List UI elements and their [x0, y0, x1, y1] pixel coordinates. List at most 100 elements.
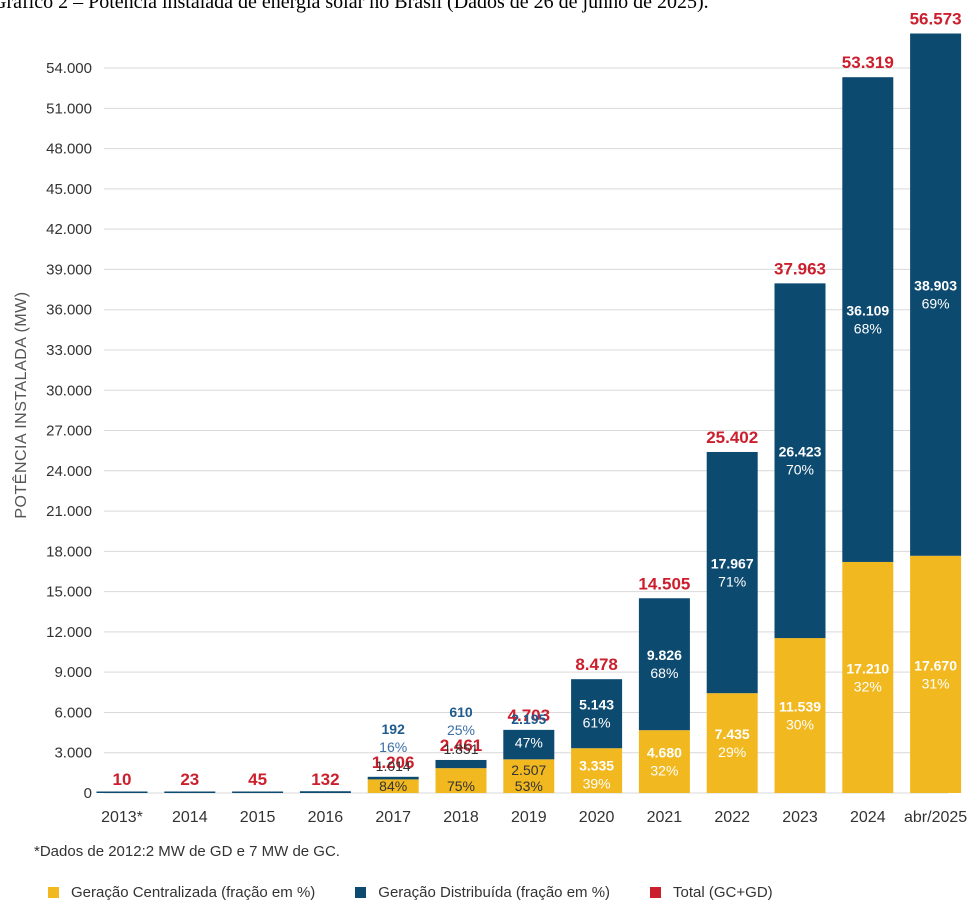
gd-value-label: 2.195 [511, 711, 546, 727]
gc-value-label: 17.670 [914, 657, 957, 673]
legend-swatch-gc [48, 887, 59, 898]
bar-segment-gd [435, 759, 487, 769]
x-tick-label: 2019 [511, 809, 547, 826]
bar-segment-gd [774, 283, 826, 639]
x-tick-label: 2022 [714, 809, 750, 826]
gd-pct-label: 68% [854, 321, 882, 337]
y-axis-ticks: 0 3.000 6.000 9.000 12.000 15.000 18.000 21.000… [46, 60, 92, 802]
total-label: 25.402 [706, 428, 758, 447]
gd-pct-label: 70% [786, 462, 814, 478]
y-tick-label: 48.000 [46, 141, 92, 158]
gc-pct-label: 75% [447, 778, 475, 794]
gc-value-label: 11.539 [779, 699, 821, 715]
bars: 10 23 45 132 1.206 84% 1.014 16% 192 2.461 75% 1.85… [96, 10, 962, 794]
gd-pct-label: 47% [515, 734, 543, 750]
y-tick-label: 30.000 [46, 382, 92, 399]
x-tick-label: 2017 [375, 809, 411, 826]
y-tick-label: 3.000 [54, 745, 92, 762]
chart-title-container: Gráfico 2 – Potência instalada de energi… [0, 0, 971, 13]
bar-segment-gc [638, 730, 690, 793]
y-tick-label: 36.000 [46, 302, 92, 319]
x-tick-label: 2014 [172, 809, 208, 826]
y-tick-label: 51.000 [46, 100, 92, 117]
x-tick-label: 2018 [443, 809, 479, 826]
x-tick-label: 2016 [308, 809, 344, 826]
legend-label-gd: Geração Distribuída (fração em %) [378, 884, 611, 901]
bar-segment-gd [842, 77, 894, 562]
bar-segment-gc [910, 555, 962, 793]
y-tick-label: 15.000 [46, 584, 92, 601]
x-tick-label: 2020 [579, 809, 615, 826]
total-label: 14.505 [638, 574, 690, 593]
legend-item-gc: Geração Centralizada (fração em %) [48, 884, 315, 901]
total-label: 56.573 [910, 10, 962, 29]
y-tick-label: 42.000 [46, 221, 92, 238]
bar-segment-gc [503, 759, 555, 793]
bar-segment-gd [503, 729, 555, 760]
gd-value-label: 9.826 [647, 647, 682, 663]
x-tick-label: 2013* [101, 809, 143, 826]
gd-pct-label: 71% [718, 574, 746, 590]
footnote: *Dados de 2012:2 MW de GD e 7 MW de GC. [34, 843, 340, 860]
gc-value-label: 1.851 [443, 741, 478, 757]
gc-value-label: 17.210 [846, 660, 889, 676]
bar-segment-gc [774, 638, 826, 793]
total-label: 10 [113, 770, 132, 789]
gc-pct-label: 32% [854, 678, 882, 694]
bar-segment-gd [910, 33, 962, 556]
gd-pct-label: 25% [447, 722, 475, 738]
total-label: 4.703 [508, 706, 551, 725]
x-axis-ticks: 2013* 2014 2015 2016 2017 2018 2019 2020 2021 202… [101, 809, 967, 826]
gc-value-label: 3.335 [579, 758, 614, 774]
y-tick-label: 0 [84, 785, 92, 802]
gc-pct-label: 29% [718, 744, 746, 760]
legend: Geração Centralizada (fração em %) Geraç… [48, 884, 813, 901]
chart-title: Gráfico 2 – Potência instalada de energi… [0, 0, 709, 13]
gc-value-label: 2.507 [511, 762, 546, 778]
legend-swatch-gd [355, 887, 367, 898]
legend-item-total: Total (GC+GD) [650, 884, 773, 901]
gd-value-label: 5.143 [579, 697, 614, 713]
y-tick-label: 21.000 [46, 503, 92, 520]
total-label: 2.461 [440, 736, 483, 755]
gd-value-label: 17.967 [711, 556, 754, 572]
gc-pct-label: 84% [379, 778, 407, 794]
legend-label-gc: Geração Centralizada (fração em %) [71, 884, 316, 901]
bar-segment-gd [96, 791, 148, 793]
total-label: 23 [180, 770, 199, 789]
total-label: 53.319 [842, 53, 894, 72]
y-axis-label: POTÊNCIA INSTALADA (MW) [11, 291, 30, 518]
bar-segment-gc [571, 748, 623, 793]
bar-segment-gd [367, 776, 419, 780]
gc-pct-label: 39% [583, 776, 611, 792]
legend-swatch-total [650, 887, 662, 898]
x-tick-label: 2023 [782, 809, 818, 826]
gc-value-label: 1.014 [376, 758, 411, 774]
bar-segment-gd [638, 598, 690, 731]
y-tick-label: 27.000 [46, 423, 92, 440]
bar-segment-gd [571, 679, 623, 749]
bar-segment-gc [842, 561, 894, 793]
y-tick-label: 24.000 [46, 463, 92, 480]
total-label: 8.478 [575, 655, 618, 674]
total-label: 45 [248, 770, 267, 789]
gd-value-label: 26.423 [779, 444, 822, 460]
gc-pct-label: 53% [515, 778, 543, 794]
y-tick-label: 6.000 [54, 704, 92, 721]
total-label: 1.206 [372, 753, 415, 772]
y-tick-label: 54.000 [46, 60, 92, 77]
bar-segment-gd [706, 451, 758, 694]
bar-segment-gd [164, 791, 216, 793]
gc-value-label: 7.435 [715, 726, 750, 742]
y-tick-label: 39.000 [46, 261, 92, 278]
gd-value-label: 610 [449, 704, 473, 720]
bar-segment-gd [299, 791, 351, 793]
gc-pct-label: 32% [650, 763, 678, 779]
gd-value-label: 192 [382, 721, 406, 737]
y-tick-label: 12.000 [46, 624, 92, 641]
gc-value-label: 4.680 [647, 745, 682, 761]
gd-value-label: 36.109 [846, 303, 889, 319]
y-tick-label: 9.000 [54, 664, 92, 681]
legend-label-total: Total (GC+GD) [673, 884, 773, 901]
total-label: 132 [311, 770, 339, 789]
